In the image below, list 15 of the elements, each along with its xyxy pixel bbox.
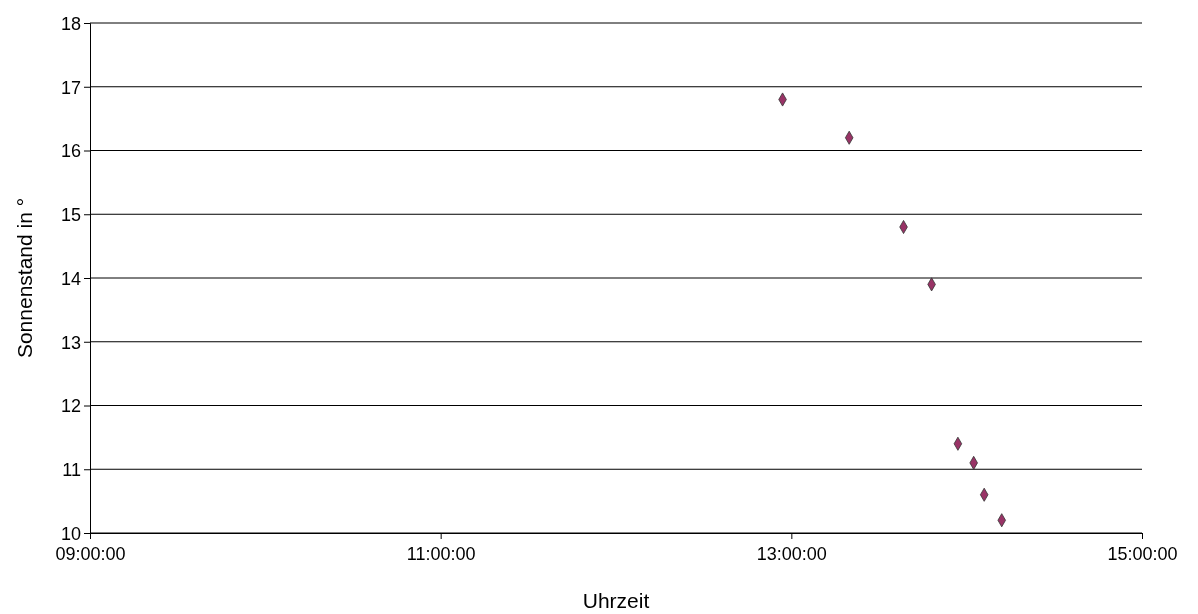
y-tick-label: 13 bbox=[60, 332, 81, 353]
x-tick-label: 11:00:00 bbox=[406, 544, 476, 564]
x-axis-title: Uhrzeit bbox=[582, 589, 650, 612]
x-tick-label: 13:00:00 bbox=[756, 544, 827, 564]
y-tick-label: 18 bbox=[60, 13, 81, 34]
y-tick-label: 17 bbox=[60, 77, 81, 98]
y-tick-label: 14 bbox=[60, 268, 81, 289]
y-tick-label: 16 bbox=[60, 141, 81, 162]
y-tick-label: 15 bbox=[60, 205, 81, 226]
x-tick-label: 09:00:00 bbox=[55, 544, 126, 564]
x-tick-label: 15:00:00 bbox=[1107, 544, 1178, 564]
y-tick-label: 11 bbox=[62, 460, 81, 481]
y-tick-label: 10 bbox=[60, 523, 81, 544]
y-tick-label: 12 bbox=[60, 396, 81, 417]
y-axis-title: Sonnenstand in ° bbox=[13, 197, 36, 359]
